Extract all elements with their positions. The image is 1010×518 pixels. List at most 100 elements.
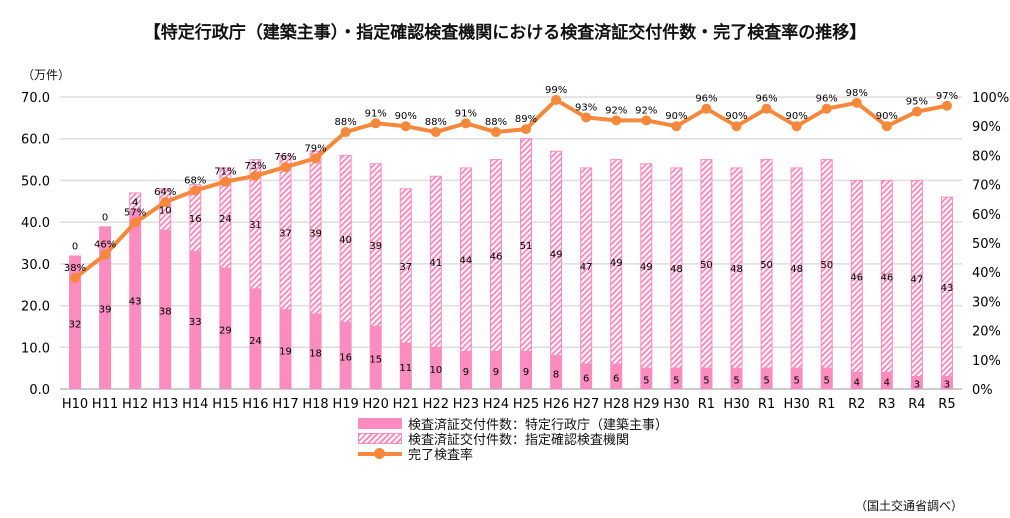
rate-point <box>581 112 592 123</box>
rate-point <box>851 97 862 108</box>
bar-hatch <box>369 163 382 327</box>
data-label-solid: 8 <box>553 369 559 380</box>
bar-solid <box>69 255 82 389</box>
data-label-rate: 46% <box>94 240 116 251</box>
x-tick-label: H13 <box>152 397 178 412</box>
data-label-hatch: 51 <box>520 241 533 252</box>
legend-item-solid: 検査済証交付件数：特定行政庁（建築主事） <box>358 416 669 433</box>
data-label-rate: 90% <box>876 111 898 122</box>
bar-solid <box>520 351 533 389</box>
data-label-hatch: 37 <box>399 262 412 273</box>
bar-hatch <box>159 188 172 231</box>
bar-hatch <box>640 163 653 369</box>
bar-solid <box>850 372 863 389</box>
bar-hatch <box>700 159 713 369</box>
bar-hatch <box>880 179 893 373</box>
x-tick-label: H30 <box>783 397 809 412</box>
x-tick-label: H18 <box>302 397 328 412</box>
x-tick-label: H25 <box>513 397 539 412</box>
bar-hatch <box>520 138 533 352</box>
rate-point <box>460 118 471 129</box>
data-label-hatch: 46 <box>850 272 863 283</box>
data-label-solid: 5 <box>673 376 679 387</box>
data-label-solid: 9 <box>523 367 529 378</box>
y2-tick-label: 50% <box>972 237 1001 252</box>
rate-point <box>911 106 922 117</box>
bar-solid <box>369 326 382 389</box>
data-label-rate: 91% <box>455 108 477 119</box>
data-label-hatch: 16 <box>189 214 202 225</box>
bar-solid <box>309 313 322 389</box>
x-tick-label: H23 <box>453 397 479 412</box>
data-label-solid: 15 <box>369 355 382 366</box>
data-label-rate: 64% <box>154 187 176 198</box>
y2-tick-label: 0% <box>972 383 993 398</box>
bar-solid <box>399 343 412 389</box>
bar-solid <box>99 226 112 389</box>
x-tick-label: H28 <box>603 397 629 412</box>
rate-point <box>280 162 291 173</box>
bar-solid <box>730 368 743 389</box>
data-label-rate: 99% <box>545 85 567 96</box>
data-label-solid: 5 <box>733 376 739 387</box>
data-label-solid: 5 <box>703 376 709 387</box>
data-label-solid: 5 <box>793 376 799 387</box>
x-tick-label: H11 <box>92 397 118 412</box>
data-label-hatch: 40 <box>339 235 352 246</box>
data-label-rate: 96% <box>695 94 717 105</box>
bar-solid <box>640 368 653 389</box>
rate-point <box>310 153 321 164</box>
x-tick-label: R5 <box>938 397 955 412</box>
legend-label: 完了検査率 <box>408 448 474 463</box>
data-label-hatch: 44 <box>460 256 473 267</box>
data-label-rate: 76% <box>274 152 296 163</box>
bar-hatch <box>760 159 773 369</box>
bar-hatch <box>580 167 593 365</box>
data-label-hatch: 0 <box>72 242 78 253</box>
bar-solid <box>459 351 472 389</box>
rate-point <box>821 103 832 114</box>
bar-hatch <box>730 167 743 369</box>
legend-label: 検査済証交付件数：特定行政庁（建築主事） <box>408 418 669 433</box>
x-tick-label: H14 <box>182 397 208 412</box>
bar-solid <box>550 355 563 389</box>
data-label-hatch: 31 <box>249 220 262 231</box>
bar-hatch <box>339 154 352 323</box>
data-label-solid: 3 <box>944 380 950 391</box>
data-label-solid: 11 <box>399 363 412 374</box>
y2-tick-label: 40% <box>972 266 1001 281</box>
bar-hatch <box>189 184 202 252</box>
chart-title: 【特定行政庁（建築主事）・指定確認検査機関における検査済証交付件数・完了検査率の… <box>143 23 867 43</box>
rate-point <box>881 121 892 132</box>
rate-point <box>190 185 201 196</box>
data-label-rate: 90% <box>725 111 747 122</box>
y2-tick-label: 100% <box>972 91 1009 106</box>
y-tick-label: 10.0 <box>21 341 50 356</box>
bar-hatch <box>820 159 833 369</box>
bar-solid <box>880 372 893 389</box>
data-label-rate: 90% <box>665 111 687 122</box>
bar-hatch <box>129 192 142 211</box>
data-label-rate: 96% <box>755 94 777 105</box>
rate-point <box>250 170 261 181</box>
bar-hatch <box>790 167 803 369</box>
data-label-hatch: 39 <box>369 241 382 252</box>
y2-tick-label: 80% <box>972 149 1001 164</box>
bar-solid <box>279 309 292 389</box>
y-tick-label: 40.0 <box>21 216 50 231</box>
bar-solid <box>219 268 232 389</box>
data-label-hatch: 4 <box>132 197 138 208</box>
data-label-hatch: 50 <box>820 260 833 271</box>
rate-point <box>70 273 81 284</box>
data-label-hatch: 48 <box>730 264 743 275</box>
data-label-hatch: 48 <box>670 264 683 275</box>
bar-solid <box>189 251 202 389</box>
data-label-hatch: 46 <box>490 252 503 263</box>
data-label-solid: 9 <box>463 367 469 378</box>
data-label-rate: 79% <box>304 143 326 154</box>
bar-hatch <box>850 179 863 373</box>
data-label-rate: 68% <box>184 175 206 186</box>
data-label-hatch: 41 <box>429 258 442 269</box>
legend: 検査済証交付件数：特定行政庁（建築主事） 検査済証交付件数：指定確認検査機関 完… <box>358 416 669 463</box>
data-label-solid: 10 <box>429 365 442 376</box>
